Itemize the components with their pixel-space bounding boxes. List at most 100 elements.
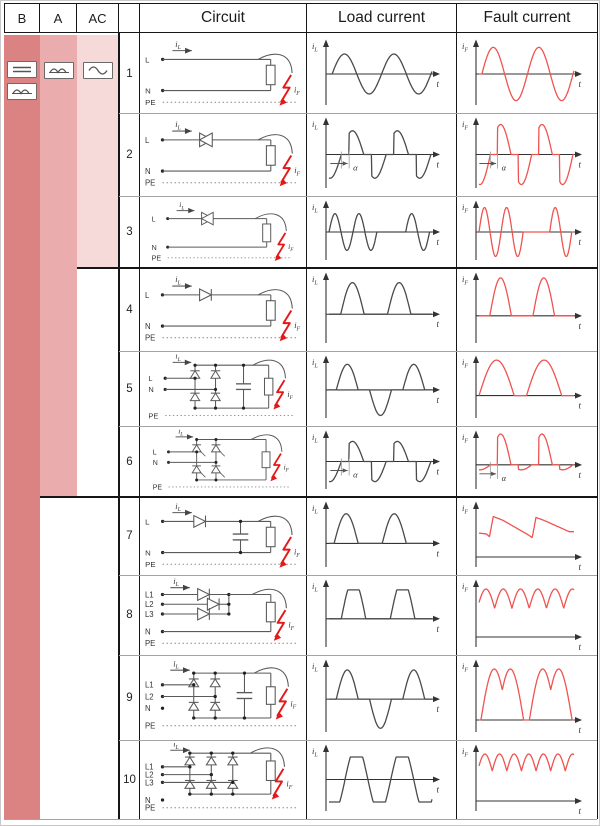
- terminal-label-pe: PE: [153, 485, 163, 492]
- load-current-arrow-label: iL: [175, 275, 181, 286]
- group-separator-after-a: [40, 496, 597, 498]
- load-current-axis-label: iL: [312, 661, 318, 674]
- table-row: 2 L N PE iL iF iL t α iF t α: [119, 113, 598, 196]
- fault-current-label: iF: [294, 321, 300, 332]
- time-axis-label: t: [578, 642, 581, 652]
- row-number-text: 10: [123, 773, 136, 786]
- load-current-axis-label: iL: [312, 746, 318, 759]
- load-current-arrow-label: iL: [178, 429, 183, 438]
- load-current-plot-row-10: iL t: [312, 744, 440, 811]
- row-number-text: 6: [126, 455, 133, 468]
- fault-current-axis-label: iF: [462, 202, 468, 215]
- column-header-row-number: [118, 3, 140, 33]
- fault-current-plot-row-7: iF t: [462, 501, 582, 572]
- table-row: 3 L N PE iL iF iL t iF t: [119, 196, 598, 268]
- time-axis-label: t: [578, 470, 581, 480]
- fault-current-plot-row-10: iF t: [462, 744, 582, 816]
- terminal-label: L2: [145, 600, 154, 609]
- row-number: 1: [119, 35, 140, 113]
- time-axis-label: t: [436, 319, 439, 329]
- time-axis-label: t: [578, 237, 581, 247]
- fault-current-label: iF: [290, 699, 296, 710]
- load-current-plot-row-5: iL t: [312, 355, 440, 418]
- row-separator: [119, 196, 597, 197]
- load-current-arrow-label: iL: [175, 354, 180, 363]
- fault-current-cell: iF t α: [456, 113, 597, 196]
- terminal-label: L2: [145, 692, 154, 701]
- time-axis-label: t: [436, 785, 439, 795]
- terminal-label: L2: [145, 771, 154, 780]
- terminal-label: N: [153, 460, 158, 467]
- load-current-plot-row-9: iL t: [312, 659, 440, 732]
- table-row: 9 L1 L2 N PE iL iF iL t iF t: [119, 655, 598, 740]
- terminal-label: L: [145, 517, 150, 526]
- table-row: 4 L N PE iL iF iL t iF t: [119, 268, 598, 351]
- grid-line: [118, 33, 120, 819]
- table-row: 7 L N PE iL iF iL t iF t: [119, 497, 598, 575]
- fault-current-cell: iF t: [456, 351, 597, 426]
- load-current-axis-label: iL: [312, 202, 318, 215]
- row-separator: [119, 351, 597, 352]
- circuit-cell: L N PE iL iF: [140, 35, 306, 113]
- load-current-axis-label: iL: [312, 274, 318, 287]
- time-axis-label: t: [436, 160, 439, 170]
- time-axis-label: t: [578, 562, 581, 572]
- load-current-cell: iL t: [306, 497, 456, 575]
- load-current-cell: iL t: [306, 655, 456, 740]
- time-axis-label: t: [436, 624, 439, 634]
- firing-angle-label: α: [353, 163, 358, 173]
- fault-current-label: iF: [294, 85, 300, 96]
- circuit-diagram-row-1: L N PE iL iF: [145, 40, 300, 107]
- terminal-label: N: [145, 796, 151, 805]
- fault-current-plot-row-6: iF t α: [462, 430, 582, 489]
- load-current-arrow-label: iL: [173, 659, 179, 670]
- load-current-arrow-label: iL: [173, 578, 179, 588]
- fault-current-axis-label: iF: [462, 581, 468, 594]
- fault-current-label: iF: [288, 242, 294, 253]
- circuit-cell: L N PE iL iF: [140, 196, 306, 268]
- fault-current-cell: iF t: [456, 740, 597, 819]
- row-number-text: 1: [126, 68, 133, 80]
- firing-angle-label: α: [353, 470, 358, 480]
- circuit-cell: L N PE iL iF: [140, 268, 306, 351]
- circuit-cell: L N PE iL iF: [140, 426, 306, 497]
- row-number: 4: [119, 268, 140, 351]
- row-number: 7: [119, 497, 140, 575]
- load-current-axis-label: iL: [312, 503, 318, 516]
- time-axis-label: t: [578, 725, 581, 735]
- terminal-label-pe: PE: [148, 411, 158, 420]
- row-separator: [119, 426, 597, 427]
- load-current-cell: iL t α: [306, 426, 456, 497]
- pulsating-dc-icon: [43, 62, 74, 79]
- load-current-plot-row-6: iL t α: [312, 430, 440, 489]
- circuit-diagram-row-4: L N PE iL iF: [145, 275, 301, 343]
- terminal-label-pe: PE: [145, 179, 155, 188]
- circuit-cell: L N PE iL iF: [140, 351, 306, 426]
- table-row: 10 L1 L2 L3 N PE iL iF iL t iF t: [119, 740, 598, 819]
- fault-current-cell: iF t: [456, 35, 597, 113]
- column-header-circuit: Circuit: [139, 3, 307, 33]
- table-row: 8 L1 L2 L3 N PE iL iF iL t iF t: [119, 575, 598, 655]
- circuit-cell: L1 L2 L3 N PE iL iF: [140, 575, 306, 655]
- load-current-cell: iL t α: [306, 113, 456, 196]
- fault-current-label: iF: [288, 621, 294, 632]
- fault-current-plot-row-2: iF t α: [462, 117, 582, 188]
- time-axis-label: t: [436, 548, 439, 558]
- time-axis-label: t: [578, 160, 581, 170]
- smooth-dc-icon: [7, 61, 37, 78]
- time-axis-label: t: [436, 467, 439, 477]
- fault-current-cell: iF t: [456, 575, 597, 655]
- fault-current-axis-label: iF: [462, 119, 468, 132]
- fault-current-label: iF: [284, 462, 290, 473]
- load-current-axis-label: iL: [312, 41, 318, 54]
- terminal-label: L: [145, 55, 150, 64]
- load-current-axis-label: iL: [312, 357, 318, 370]
- pulsating-dc-icon: [7, 83, 37, 100]
- circuit-cell: L N PE iL iF: [140, 497, 306, 575]
- terminal-label-pe: PE: [145, 639, 155, 648]
- fault-current-plot-row-5: iF t: [462, 355, 582, 418]
- type-a-band: [40, 35, 77, 497]
- terminal-label: L: [148, 374, 152, 383]
- fault-current-label: iF: [294, 166, 300, 177]
